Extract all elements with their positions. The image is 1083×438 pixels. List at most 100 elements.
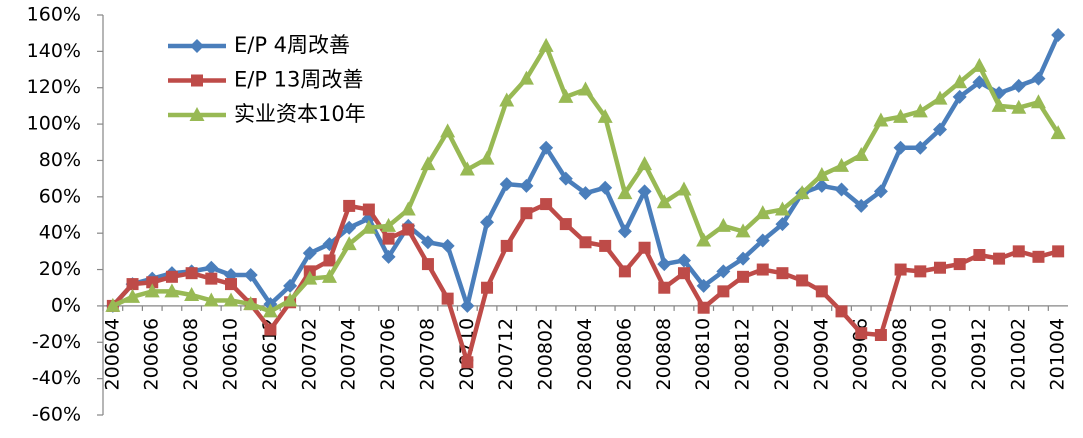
marker [146, 276, 159, 289]
x-tick-label: 200608 [180, 318, 202, 391]
marker [225, 278, 238, 291]
marker [696, 232, 712, 247]
marker [1012, 245, 1025, 258]
marker [717, 285, 730, 298]
marker [126, 278, 139, 291]
y-tick-label: 80% [39, 149, 81, 171]
marker [321, 268, 337, 283]
marker [1050, 125, 1066, 140]
marker [191, 74, 203, 87]
marker [914, 265, 927, 278]
legend-label: E/P 4周改善 [234, 33, 350, 57]
marker [775, 217, 790, 232]
x-tick-label: 200612 [259, 318, 281, 391]
marker [853, 147, 869, 161]
marker [362, 203, 375, 216]
marker [676, 253, 691, 268]
marker [814, 178, 829, 193]
x-tick-label: 200804 [574, 318, 596, 391]
marker [302, 246, 317, 261]
marker [834, 182, 849, 197]
marker [794, 185, 810, 200]
x-tick-label: 200808 [653, 318, 675, 391]
x-tick-label: 200908 [889, 318, 911, 391]
marker [697, 301, 710, 314]
marker [164, 283, 180, 298]
marker [105, 297, 121, 312]
marker [441, 292, 454, 305]
marker [578, 186, 593, 201]
marker [500, 239, 513, 252]
marker [658, 281, 671, 294]
marker [932, 122, 947, 137]
marker [834, 157, 850, 172]
marker [716, 264, 731, 279]
marker [873, 112, 889, 127]
marker [796, 274, 809, 287]
y-tick-label: -60% [32, 404, 81, 426]
y-tick-label: -20% [32, 331, 81, 353]
y-tick-label: 40% [39, 222, 81, 244]
marker [933, 261, 946, 274]
marker [540, 198, 553, 211]
marker [341, 236, 357, 251]
marker [618, 265, 631, 278]
marker [755, 233, 770, 248]
marker [1032, 250, 1045, 263]
x-tick-label: 200606 [141, 318, 163, 391]
x-tick-label: 200708 [416, 318, 438, 391]
marker [656, 194, 672, 209]
marker [598, 180, 613, 195]
marker [440, 123, 456, 138]
marker [737, 270, 750, 283]
marker [815, 285, 828, 298]
marker [1011, 99, 1027, 114]
marker [189, 107, 205, 121]
marker [893, 108, 909, 123]
marker [499, 177, 514, 192]
marker [420, 156, 436, 171]
x-tick-label: 200704 [338, 318, 360, 391]
marker [913, 140, 928, 155]
marker [1011, 78, 1026, 93]
y-tick-label: 60% [39, 185, 81, 207]
marker [479, 150, 495, 165]
marker [971, 57, 987, 72]
marker [342, 220, 357, 235]
y-tick-label: 140% [27, 40, 81, 62]
marker [854, 198, 869, 213]
marker [262, 303, 278, 318]
marker [1051, 28, 1066, 42]
marker [185, 267, 198, 280]
marker [952, 89, 967, 104]
marker [855, 327, 868, 340]
marker [696, 278, 711, 293]
marker [480, 215, 495, 230]
marker [243, 296, 259, 311]
y-tick-label: 20% [39, 258, 81, 280]
marker [519, 178, 534, 193]
marker [204, 260, 219, 275]
marker [538, 37, 554, 52]
marker [264, 323, 277, 336]
marker [282, 292, 298, 307]
marker [381, 249, 396, 264]
marker [203, 292, 219, 307]
marker [125, 288, 141, 303]
marker [402, 223, 415, 236]
x-tick-label: 200812 [732, 318, 754, 391]
marker [205, 272, 218, 285]
marker [144, 283, 160, 298]
marker [400, 201, 416, 216]
marker [518, 70, 534, 85]
marker [894, 263, 907, 276]
marker [776, 267, 789, 280]
y-tick-label: 100% [27, 113, 81, 135]
x-tick-label: 200610 [220, 318, 242, 391]
marker [657, 257, 672, 272]
x-tick-label: 200902 [771, 318, 793, 391]
marker [953, 258, 966, 271]
marker [243, 268, 258, 282]
y-tick-label: 160% [27, 4, 81, 26]
